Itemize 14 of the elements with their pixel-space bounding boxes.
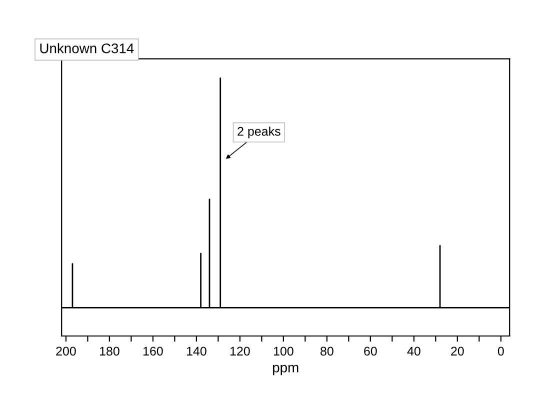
x-tick-label: 40 [407,346,420,356]
x-tick-label: 0 [498,346,504,356]
x-tick-label: 80 [320,346,334,356]
x-tick-label: 140 [186,346,206,356]
x-tick-label: 160 [143,346,163,356]
x-tick-label: 200 [56,346,76,356]
x-axis-title: ppm [272,364,298,376]
chart-title: Unknown C314 [40,43,134,54]
x-tick-label: 20 [451,346,464,356]
x-tick-label: 60 [364,346,377,356]
x-tick-label: 180 [100,346,120,356]
x-tick-label: 100 [274,346,294,356]
annotation: 2 peaks [238,126,280,138]
x-tick-label: 120 [230,346,250,356]
